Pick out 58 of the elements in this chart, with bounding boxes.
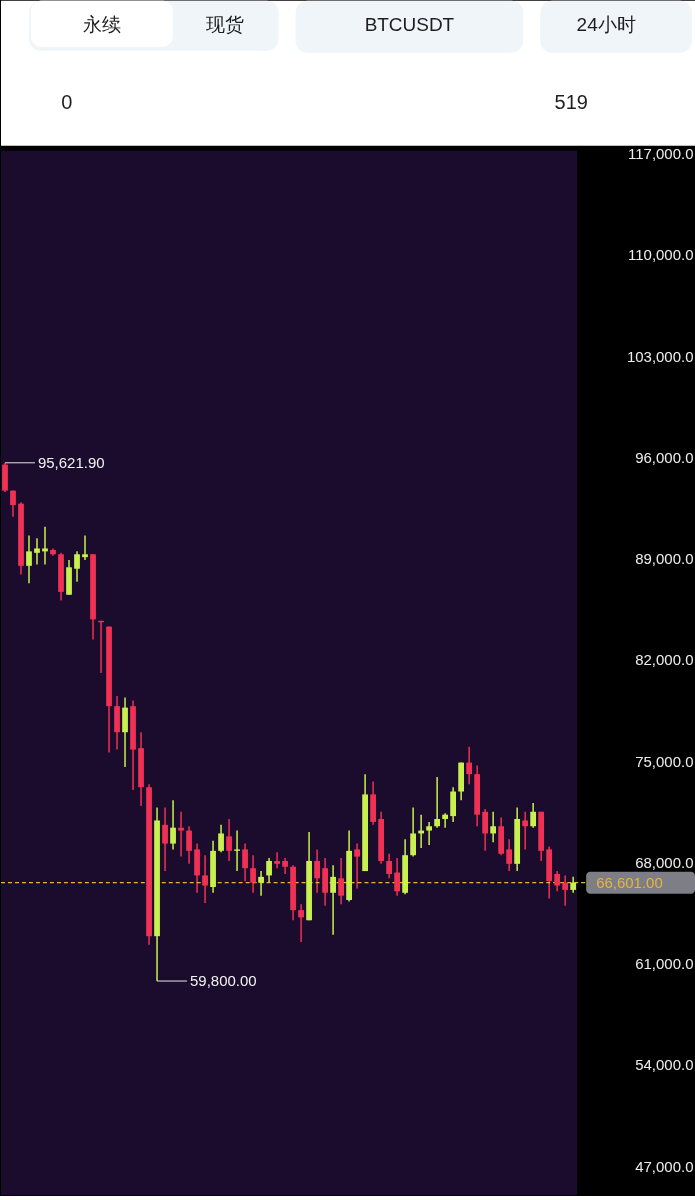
candlestick — [258, 870, 264, 897]
candlestick — [34, 537, 40, 566]
candlestick — [554, 870, 561, 893]
candlestick — [434, 776, 441, 829]
candlestick — [426, 821, 433, 846]
candlestick — [266, 857, 272, 884]
candlestick — [466, 745, 473, 786]
candlestick — [338, 857, 344, 906]
candlestick — [482, 808, 489, 852]
y-tick-label: 96,000.0 — [635, 448, 694, 466]
candlestick — [274, 851, 280, 869]
candlestick — [178, 811, 184, 858]
y-tick-label: 82,000.0 — [635, 651, 694, 669]
y-tick-label: 117,000.0 — [628, 145, 694, 163]
candlestick — [226, 818, 232, 862]
candlestick — [162, 806, 168, 872]
text: BTCUSDT — [364, 13, 455, 35]
candlestick — [74, 550, 80, 583]
candlestick — [330, 864, 336, 936]
candlestick — [218, 824, 224, 854]
candlestick — [410, 806, 416, 858]
candlestick — [82, 534, 88, 561]
candlestick — [386, 852, 392, 880]
text: 0 — [61, 90, 73, 113]
ref-line-label: 66,601.00 — [596, 873, 663, 891]
y-tick-label: 110,000.0 — [628, 246, 694, 264]
y-tick-label: 54,000.0 — [635, 1056, 694, 1074]
y-tick-label: 89,000.0 — [635, 550, 694, 568]
candlestick — [522, 811, 529, 851]
y-tick-label: 103,000.0 — [626, 347, 694, 365]
candlestick — [202, 854, 208, 904]
text: 现货 — [205, 13, 244, 35]
annotation: 59,800.00 — [190, 972, 257, 990]
candlestick — [562, 874, 569, 907]
candlestick — [250, 854, 256, 894]
candlestick — [490, 811, 497, 843]
candlestick — [442, 812, 449, 829]
annotation: 95,621.90 — [37, 453, 105, 471]
text: 519 — [554, 90, 588, 113]
candlestick — [506, 838, 513, 872]
candlestick — [234, 829, 240, 872]
candlestick — [354, 842, 360, 890]
candlestick — [298, 903, 304, 943]
y-tick-label: 68,000.0 — [635, 853, 694, 871]
y-tick-label: 47,000.0 — [635, 1157, 694, 1175]
candlestick — [314, 848, 320, 894]
candlestick — [394, 857, 400, 897]
y-tick-label: 61,000.0 — [635, 955, 694, 973]
candlestick — [170, 799, 176, 851]
candlestick — [10, 489, 16, 518]
candlestick — [530, 802, 537, 829]
candlestick — [242, 842, 248, 882]
candlestick — [42, 526, 48, 566]
candlestick — [26, 534, 32, 584]
text: 24小时 — [576, 13, 636, 35]
text: 永续 — [82, 13, 121, 35]
candlestick — [186, 825, 192, 865]
y-tick-label: 75,000.0 — [635, 752, 694, 770]
